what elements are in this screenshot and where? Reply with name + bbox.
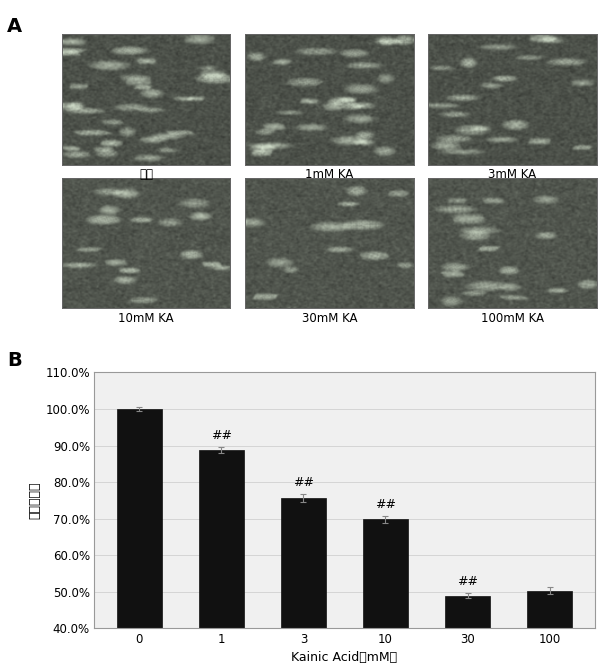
Bar bbox=[117, 409, 162, 665]
Text: 1mM KA: 1mM KA bbox=[305, 168, 353, 181]
Bar bbox=[363, 519, 408, 665]
Bar bbox=[527, 591, 572, 665]
Text: B: B bbox=[7, 351, 22, 370]
Bar bbox=[281, 498, 326, 665]
Bar bbox=[199, 450, 244, 665]
Text: ##: ## bbox=[375, 498, 396, 511]
Text: 3mM KA: 3mM KA bbox=[489, 168, 537, 181]
Text: ##: ## bbox=[293, 476, 314, 489]
X-axis label: Kainic Acid（mM）: Kainic Acid（mM） bbox=[291, 651, 398, 664]
Text: ##: ## bbox=[457, 575, 478, 588]
Bar bbox=[445, 596, 490, 665]
Text: A: A bbox=[7, 17, 22, 36]
Text: ##: ## bbox=[211, 430, 232, 442]
Text: 10mM KA: 10mM KA bbox=[118, 312, 174, 325]
Text: 30mM KA: 30mM KA bbox=[302, 312, 357, 325]
Y-axis label: 细胞存活率: 细胞存活率 bbox=[28, 481, 41, 519]
Text: 对照: 对照 bbox=[139, 168, 153, 181]
Text: 100mM KA: 100mM KA bbox=[481, 312, 544, 325]
